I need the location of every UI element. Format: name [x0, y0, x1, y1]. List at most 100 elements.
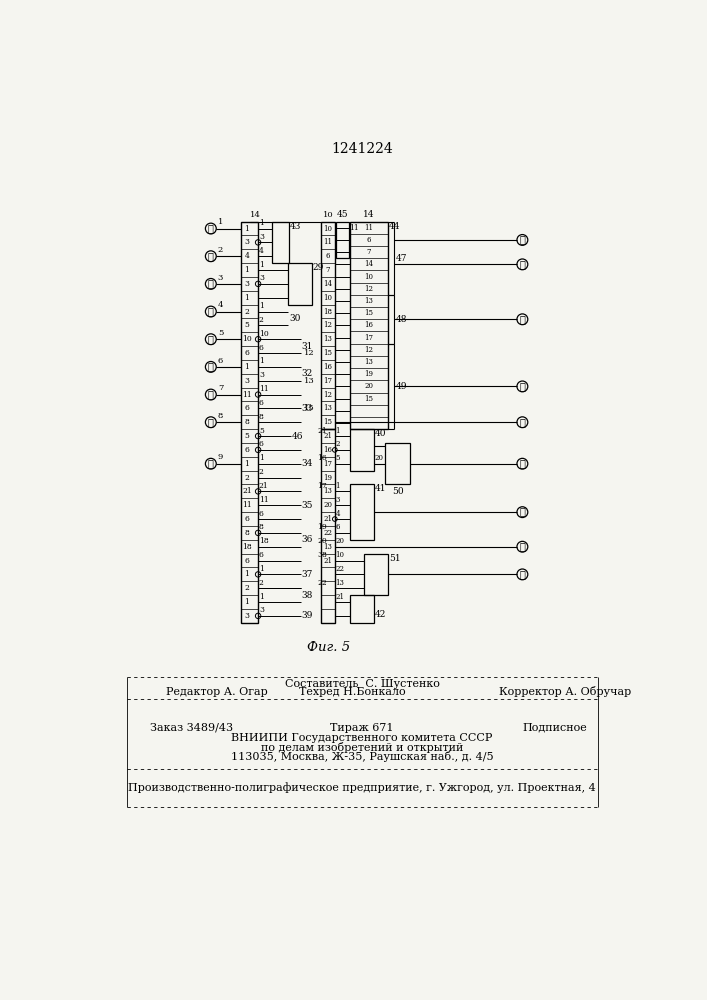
Text: 21: 21: [323, 432, 332, 440]
Text: 17: 17: [323, 460, 332, 468]
Bar: [351, 222, 387, 429]
Text: 12: 12: [364, 346, 373, 354]
Text: 19: 19: [323, 474, 332, 482]
Text: 6: 6: [259, 399, 264, 407]
Text: 10: 10: [259, 330, 269, 338]
Text: 1: 1: [245, 294, 250, 302]
Text: 10: 10: [242, 335, 252, 343]
Text: 1: 1: [259, 565, 264, 573]
Text: 13: 13: [365, 297, 373, 305]
Text: 14: 14: [363, 210, 375, 219]
Text: 1: 1: [259, 302, 264, 310]
Text: 19: 19: [317, 523, 327, 531]
Text: 34: 34: [301, 459, 313, 468]
Text: 20: 20: [323, 501, 332, 509]
Text: 6: 6: [218, 357, 223, 365]
Bar: [241, 222, 258, 623]
Text: 20: 20: [374, 454, 383, 462]
Text: 11: 11: [242, 391, 252, 399]
Text: ⑥: ⑥: [208, 362, 214, 371]
Text: 2: 2: [218, 246, 223, 254]
Text: 4: 4: [245, 252, 250, 260]
Text: 6: 6: [259, 510, 264, 518]
Text: 1: 1: [245, 363, 250, 371]
Text: 44: 44: [388, 222, 399, 231]
Text: 11: 11: [323, 238, 332, 246]
Text: 17: 17: [323, 377, 332, 385]
Text: 3: 3: [245, 238, 250, 246]
Text: 8: 8: [218, 412, 223, 420]
Text: 12: 12: [304, 349, 315, 357]
Text: 39: 39: [301, 611, 313, 620]
Text: 43: 43: [290, 222, 301, 231]
Text: 11: 11: [364, 224, 373, 232]
Text: 15: 15: [304, 404, 315, 412]
Text: ⑦: ⑦: [520, 418, 525, 427]
Text: 15: 15: [323, 349, 332, 357]
Text: 13: 13: [304, 377, 315, 385]
Text: 4: 4: [336, 510, 340, 518]
Text: 13: 13: [323, 487, 332, 495]
Text: 10: 10: [323, 225, 332, 233]
Text: 1: 1: [259, 454, 264, 462]
Text: 3: 3: [245, 280, 250, 288]
Text: 3: 3: [259, 371, 264, 379]
Text: ④: ④: [208, 307, 214, 316]
Text: 42: 42: [374, 610, 386, 619]
Text: 13: 13: [323, 404, 332, 412]
Text: 8: 8: [259, 413, 264, 421]
Text: ⑤: ⑤: [520, 459, 525, 468]
Text: 38: 38: [301, 591, 313, 600]
Text: 21: 21: [336, 593, 344, 601]
Text: 31: 31: [301, 342, 313, 351]
Bar: [351, 484, 373, 540]
Text: 13: 13: [336, 579, 344, 587]
Text: Составитель  С. Шустенко: Составитель С. Шустенко: [284, 679, 439, 689]
Text: 6: 6: [245, 446, 250, 454]
Text: 10: 10: [336, 551, 344, 559]
Text: 51: 51: [389, 554, 401, 563]
Text: 21: 21: [323, 557, 332, 565]
Text: 2: 2: [336, 440, 340, 448]
Text: 47: 47: [395, 254, 407, 263]
Text: ④: ④: [520, 542, 525, 551]
Text: 20: 20: [317, 537, 327, 545]
Text: 16: 16: [364, 321, 373, 329]
Text: 6: 6: [245, 557, 250, 565]
Text: ②: ②: [520, 315, 525, 324]
Text: 2: 2: [259, 316, 264, 324]
Text: 18: 18: [259, 537, 269, 545]
Text: 2: 2: [245, 474, 250, 482]
Text: 21: 21: [317, 427, 327, 435]
Text: 21: 21: [242, 487, 252, 495]
Text: 5: 5: [245, 321, 250, 329]
Text: 40: 40: [374, 429, 386, 438]
Text: 22: 22: [317, 579, 327, 587]
Text: 6: 6: [326, 252, 330, 260]
Text: 11: 11: [242, 501, 252, 509]
Text: 1: 1: [245, 266, 250, 274]
Text: ①: ①: [520, 382, 525, 391]
Text: 6: 6: [367, 236, 371, 244]
Text: 12: 12: [323, 321, 332, 329]
Text: 2: 2: [245, 308, 250, 316]
Text: 17: 17: [364, 334, 373, 342]
Bar: [385, 443, 410, 484]
Text: Фиг. 5: Фиг. 5: [307, 641, 350, 654]
Text: 1: 1: [259, 357, 264, 365]
Text: 15: 15: [323, 418, 332, 426]
Text: 6: 6: [259, 551, 264, 559]
Bar: [321, 429, 335, 623]
Text: 3: 3: [259, 274, 264, 282]
Text: 6: 6: [245, 349, 250, 357]
Text: 20: 20: [364, 382, 373, 390]
Text: 1241224: 1241224: [331, 142, 393, 156]
Text: 30: 30: [289, 314, 300, 323]
Text: 37: 37: [301, 570, 313, 579]
Text: 46: 46: [291, 432, 303, 441]
Text: 16: 16: [323, 446, 332, 454]
Text: 7: 7: [367, 248, 371, 256]
Text: Тираж 671: Тираж 671: [330, 723, 394, 733]
Text: 19: 19: [364, 370, 373, 378]
Text: 21: 21: [259, 482, 269, 490]
